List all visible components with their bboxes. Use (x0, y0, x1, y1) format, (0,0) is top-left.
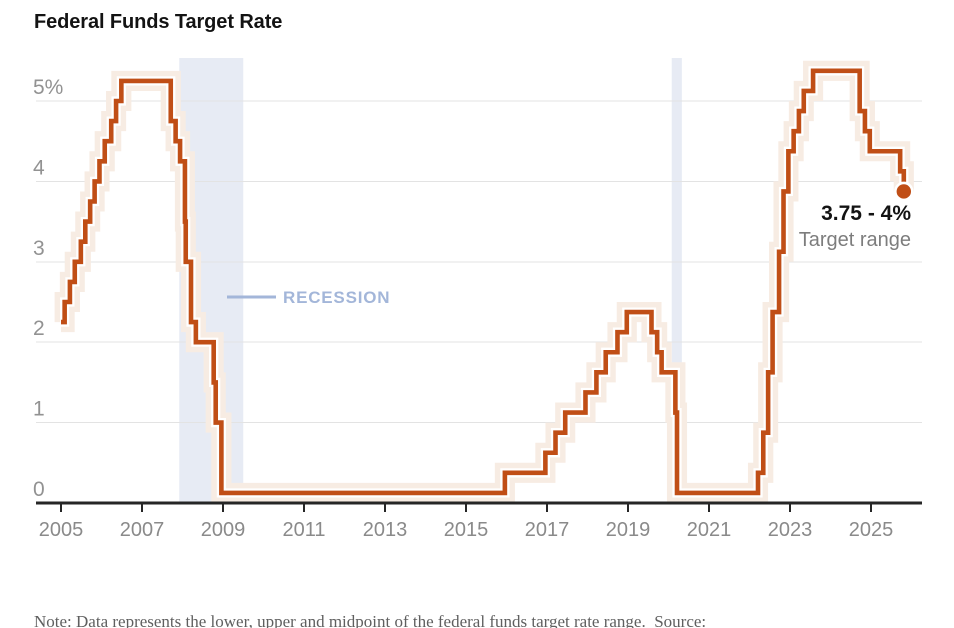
x-tick-label: 2017 (525, 519, 570, 541)
x-tick-label: 2011 (282, 519, 325, 541)
x-tick-label: 2009 (201, 519, 246, 541)
x-tick-label: 2025 (849, 519, 894, 541)
x-tick-label: 2013 (363, 519, 408, 541)
x-tick-label: 2007 (120, 519, 165, 541)
y-tick-label: 1 (33, 398, 45, 421)
x-tick-label: 2015 (444, 519, 489, 541)
source-note: Note: Data represents the lower, upper a… (34, 561, 934, 628)
x-tick-label: 2005 (39, 519, 84, 541)
y-tick-label: 0 (33, 478, 45, 501)
y-tick-label: 5% (33, 76, 63, 99)
x-tick-label: 2023 (768, 519, 813, 541)
y-tick-label: 4 (33, 156, 45, 179)
x-tick-label: 2019 (606, 519, 651, 541)
target-range-caption: Target range (798, 229, 911, 251)
chart-title: Federal Funds Target Rate (34, 11, 283, 33)
y-tick-label: 2 (33, 317, 45, 340)
x-tick-label: 2021 (687, 519, 732, 541)
note-line-1: Note: Data represents the lower, upper a… (34, 612, 707, 628)
target-range-value: 3.75 - 4% (821, 202, 911, 225)
end-dot (896, 184, 912, 199)
rate-line (61, 68, 907, 496)
recession-annotation-label: RECESSION (283, 288, 391, 307)
recession-band (671, 58, 682, 503)
target-range-annotation: 3.75 - 4% Target range (799, 201, 911, 253)
y-tick-label: 3 (33, 237, 45, 260)
